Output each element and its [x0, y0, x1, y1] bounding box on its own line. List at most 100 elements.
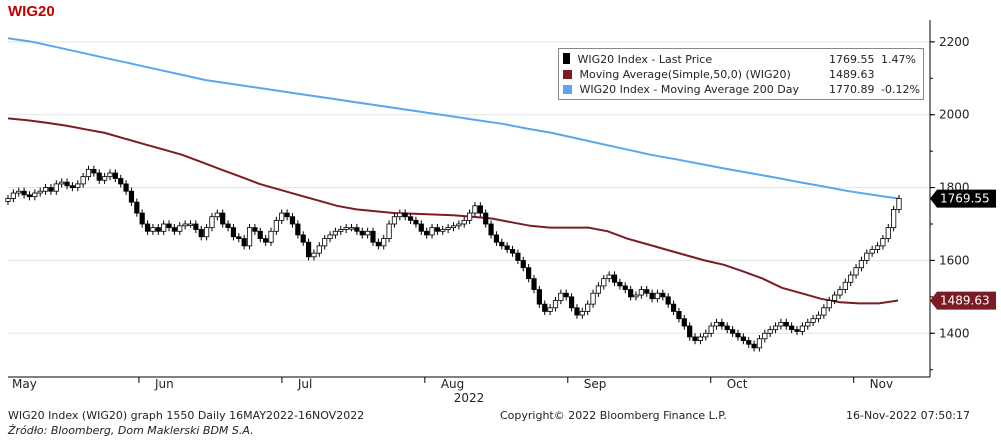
candle	[805, 318, 811, 330]
candle	[203, 224, 210, 241]
candle	[32, 189, 38, 201]
candle-body	[26, 194, 33, 198]
candle	[193, 220, 199, 234]
candle	[209, 213, 215, 232]
candle	[128, 187, 135, 206]
candle-body	[112, 172, 118, 179]
candle	[638, 285, 644, 299]
candle	[305, 238, 312, 261]
candle-body	[80, 176, 86, 185]
legend-value: 1769.55	[829, 53, 875, 66]
candle	[429, 224, 435, 239]
candle-body	[891, 209, 897, 229]
candle	[542, 300, 548, 316]
candle-body	[338, 229, 344, 232]
candle-body	[42, 187, 49, 192]
candle	[80, 173, 86, 188]
grid-lines	[8, 41, 930, 334]
candle-body	[69, 185, 76, 188]
candle-body	[697, 336, 704, 341]
candle-body	[526, 267, 532, 280]
candle	[772, 322, 779, 334]
candle-body	[864, 252, 870, 261]
candle	[687, 322, 693, 341]
candle	[53, 180, 59, 195]
candle	[590, 289, 596, 308]
candle-body	[810, 318, 816, 323]
candle	[397, 209, 403, 221]
candle-body	[858, 260, 865, 269]
candle	[182, 220, 188, 230]
candle	[424, 227, 430, 239]
candle-body	[59, 181, 65, 185]
candle-body	[853, 267, 859, 276]
candle	[735, 329, 741, 341]
candle-body	[703, 332, 709, 338]
candle-body	[300, 234, 306, 243]
candle-body	[713, 321, 720, 327]
candle	[252, 224, 258, 235]
candle-body	[316, 245, 322, 254]
candle	[601, 275, 607, 290]
candle-body	[53, 183, 59, 192]
candle	[483, 209, 489, 228]
candle	[5, 194, 11, 206]
candle-body	[563, 292, 569, 298]
candle-body	[740, 336, 746, 341]
candle	[343, 224, 349, 234]
candle-body	[107, 172, 113, 178]
candle	[236, 233, 242, 243]
candle	[16, 187, 22, 197]
candle-body	[386, 223, 392, 239]
candle	[461, 216, 467, 228]
candle	[365, 227, 371, 239]
candle	[488, 220, 494, 239]
x-tick-label: Jul	[297, 377, 312, 391]
candle-body	[585, 303, 591, 312]
candle	[413, 216, 419, 228]
candle	[778, 318, 784, 330]
legend-item-ma200: WIG20 Index - Moving Average 200 Day 177…	[563, 82, 920, 97]
candle-body	[354, 227, 360, 232]
legend-label: WIG20 Index - Last Price	[577, 53, 713, 66]
candle-body	[628, 289, 634, 298]
candle	[402, 209, 408, 221]
candle-body	[767, 329, 773, 334]
candle	[611, 271, 618, 286]
candle-body	[874, 245, 881, 250]
candle-body	[203, 227, 210, 238]
candle-body	[488, 223, 494, 236]
candle-body	[477, 205, 483, 214]
candle	[842, 278, 848, 294]
candle	[477, 202, 483, 217]
candle	[144, 220, 151, 235]
candle-body	[842, 281, 848, 290]
candle	[150, 224, 156, 235]
candle-body	[783, 321, 789, 327]
candle	[606, 271, 612, 283]
candle-body	[440, 229, 446, 232]
candle	[504, 242, 510, 254]
candle-body	[633, 294, 639, 298]
candle-body	[837, 289, 843, 296]
candle-body	[343, 227, 349, 230]
candle-body	[348, 227, 355, 230]
candle-body	[161, 223, 167, 232]
legend-item-last-price: WIG20 Index - Last Price 1769.55 1.47%	[563, 52, 916, 67]
candle-body	[799, 325, 805, 332]
candle-body	[220, 212, 226, 225]
candle	[418, 220, 424, 235]
candle-body	[670, 303, 677, 312]
candle	[59, 178, 65, 188]
candle	[166, 220, 172, 232]
candle	[633, 291, 639, 301]
candle	[64, 178, 70, 190]
candle-body	[456, 223, 462, 227]
candle	[21, 187, 27, 199]
candle	[295, 220, 301, 239]
candle-body	[499, 241, 505, 247]
candle	[783, 318, 789, 330]
candlestick-layer	[5, 165, 902, 352]
candle-body	[509, 249, 516, 254]
candle-body	[762, 332, 768, 340]
